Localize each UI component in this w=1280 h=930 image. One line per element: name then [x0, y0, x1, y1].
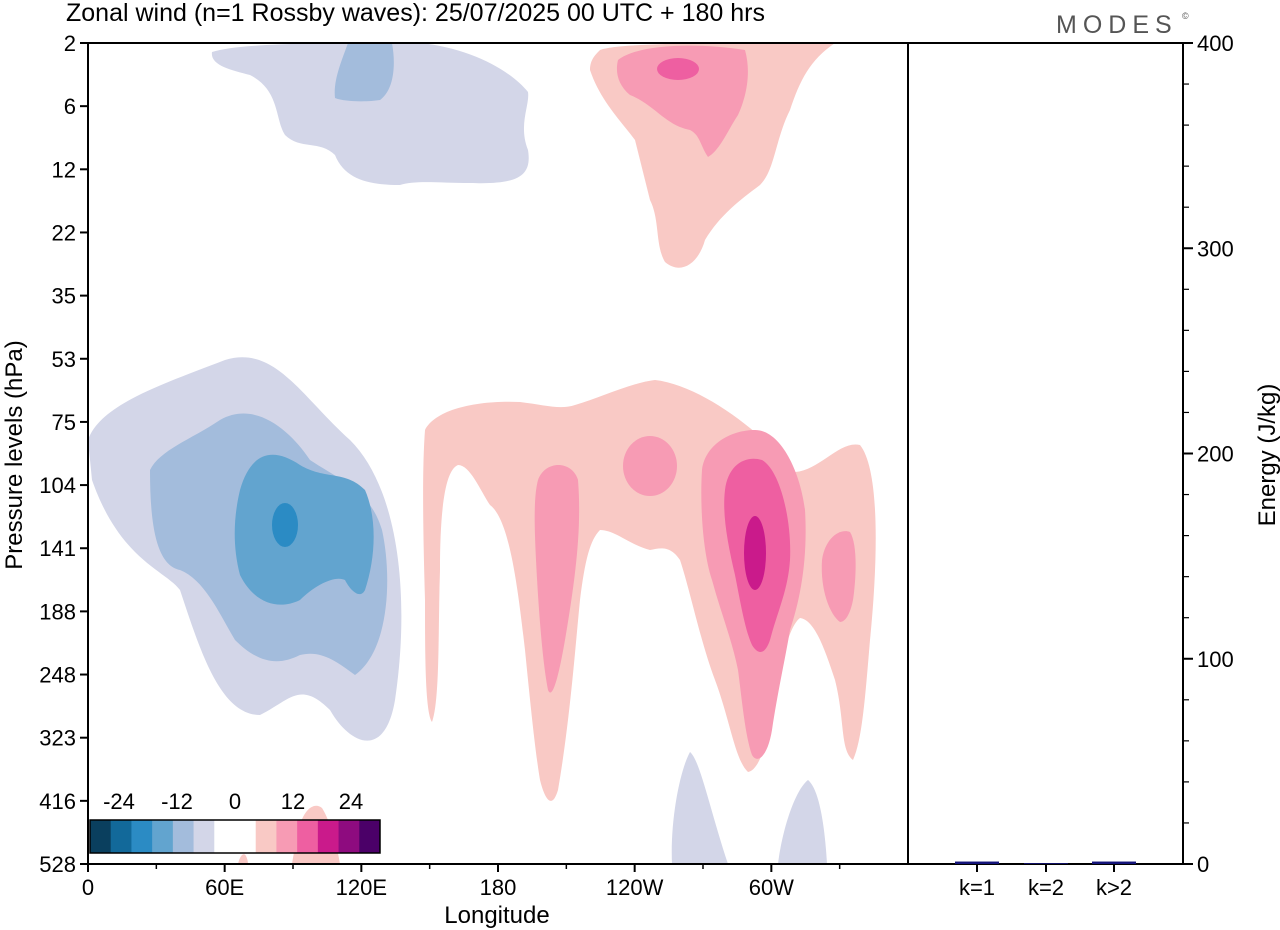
energy-bar: [955, 861, 999, 864]
energy-panel-frame: [907, 42, 1184, 865]
y-axis-label: Pressure levels (hPa): [1, 340, 28, 569]
energy-tick-label: 400: [1197, 31, 1234, 56]
energy-category-label: k>2: [1096, 875, 1132, 900]
colorbar-swatch: [359, 820, 381, 853]
x-axis-label: Longitude: [444, 902, 549, 929]
longitude-axis: 0 60E 120E 180 120W 60W: [82, 864, 841, 900]
colorbar-swatch: [90, 820, 112, 853]
contour-pos-9: [238, 854, 248, 864]
colorbar-swatch: [338, 820, 360, 853]
colorbar-label: 0: [229, 789, 241, 814]
colorbar-swatch: [214, 820, 236, 853]
energy-category-label: k=1: [959, 875, 995, 900]
colorbar-swatch: [317, 820, 340, 853]
contour-pos-7: [821, 531, 856, 622]
contour-field: [88, 43, 876, 864]
chart-title: Zonal wind (n=1 Rossby waves): 25/07/202…: [66, 0, 765, 27]
y-tick-label: 528: [39, 852, 76, 877]
x-tick-label: 120W: [606, 875, 664, 900]
colorbar-swatch: [193, 820, 215, 853]
contour-neg-upper-1: [211, 43, 529, 185]
x-tick-label: 180: [480, 875, 517, 900]
y-tick-label: 12: [52, 157, 76, 182]
contour-pos-2: [534, 465, 580, 693]
energy-bar: [1092, 861, 1136, 864]
y-tick-label: 141: [39, 536, 76, 561]
colorbar-swatch: [297, 820, 319, 853]
energy-bar: [1024, 863, 1068, 864]
colorbar: -24 -12 0 12 24: [89, 789, 381, 854]
colorbar-label: -24: [103, 789, 135, 814]
colorbar-swatch: [172, 820, 195, 853]
contour-pos-6: [744, 516, 766, 590]
contour-neg-3: [234, 454, 374, 605]
colorbar-swatch: [110, 820, 132, 853]
y-tick-label: 248: [39, 663, 76, 688]
y-tick-label: 416: [39, 789, 76, 814]
energy-tick-label: 100: [1197, 647, 1234, 672]
y-tick-label: 53: [52, 347, 76, 372]
contour-pos-3: [623, 436, 677, 496]
colorbar-swatch: [152, 820, 174, 853]
colorbar-swatch: [235, 820, 257, 853]
energy-axis: 0 100 200 300 400: [1183, 31, 1234, 877]
y-tick-label: 22: [52, 220, 76, 245]
contour-neg-4: [272, 503, 298, 547]
y-tick-label: 35: [52, 284, 76, 309]
contour-neg-lower-1: [671, 752, 728, 864]
y-tick-label: 323: [39, 726, 76, 751]
contour-neg-upper-2: [334, 43, 394, 102]
contour-pos-upper-2: [616, 45, 748, 157]
colorbar-swatch: [276, 820, 298, 853]
energy-tick-label: 0: [1197, 852, 1209, 877]
colorbar-label: 24: [339, 789, 363, 814]
y-tick-label: 6: [64, 94, 76, 119]
colorbar-swatch: [131, 820, 153, 853]
y-tick-label: 104: [39, 473, 76, 498]
colorbar-labels: -24 -12 0 12 24: [103, 789, 363, 814]
contour-pos-upper-3: [657, 58, 699, 80]
contour-neg-lower-2: [778, 780, 827, 864]
modes-logo: MODES: [1056, 11, 1178, 39]
energy-tick-label: 200: [1197, 442, 1234, 467]
energy-category-label: k=2: [1028, 875, 1064, 900]
energy-panel: 0 100 200 300 400 k=1 k=2 k>2 Energy (J/kg): [907, 31, 1280, 900]
energy-axis-label: Energy (J/kg): [1254, 384, 1280, 527]
colorbar-frame: [89, 819, 381, 854]
y-tick-label: 2: [64, 31, 76, 56]
x-tick-label: 120E: [336, 875, 387, 900]
energy-categories: k=1 k=2 k>2: [959, 864, 1132, 900]
x-tick-label: 60E: [205, 875, 244, 900]
colorbar-swatch: [255, 820, 277, 853]
colorbar-swatches: [90, 820, 381, 853]
logo-copyright-mark: ©: [1182, 11, 1189, 21]
y-tick-label: 75: [52, 410, 76, 435]
colorbar-label: -12: [161, 789, 193, 814]
x-tick-label: 60W: [749, 875, 794, 900]
pressure-axis: 2 6 12 22 35 53 75 104 141 188 248 323 416 528: [39, 31, 88, 877]
x-tick-label: 0: [82, 875, 94, 900]
energy-tick-label: 300: [1197, 236, 1234, 261]
colorbar-label: 12: [281, 789, 305, 814]
y-tick-label: 188: [39, 599, 76, 624]
energy-bars: [955, 861, 1136, 864]
